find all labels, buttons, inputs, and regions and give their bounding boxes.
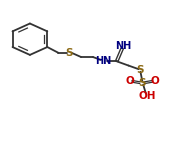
Text: S: S <box>66 48 73 58</box>
Text: NH: NH <box>115 41 131 51</box>
Text: O: O <box>151 76 159 86</box>
Text: S: S <box>137 65 144 75</box>
Text: OH: OH <box>138 91 156 101</box>
Text: HN: HN <box>95 56 112 66</box>
Text: S: S <box>139 78 146 88</box>
Text: O: O <box>125 76 134 86</box>
